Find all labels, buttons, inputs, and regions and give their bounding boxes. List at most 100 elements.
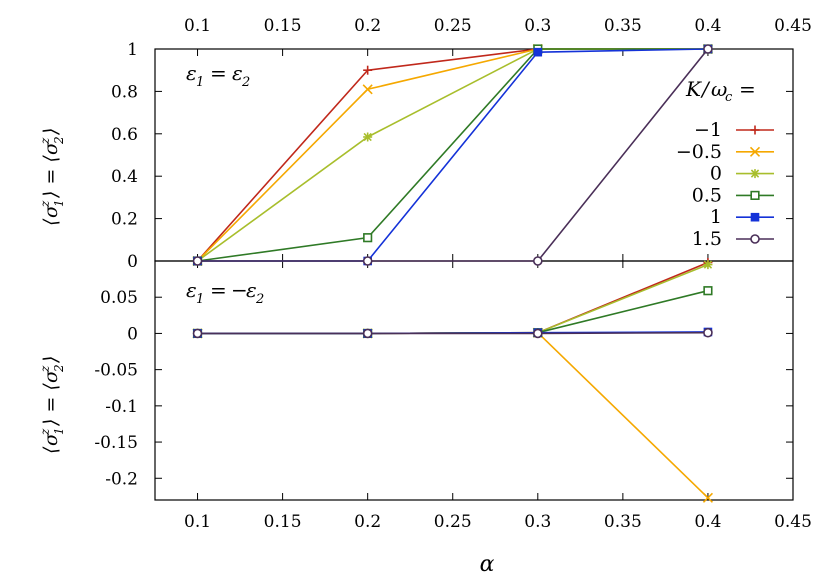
y-tick-label: 0.05 — [100, 288, 138, 308]
series-line — [197, 289, 709, 335]
series-top-1 — [192, 43, 713, 267]
tick-labels: 0.1 0.1 0.15 0.15 0.2 0.2 0.25 0.25 0.3 0.3 0.35 0.… — [94, 16, 812, 532]
annotation-top-panel: ε 1 = ε 2 — [186, 61, 250, 90]
x-tick-label-top: 0.35 — [604, 16, 642, 36]
x-tick-label-top: 0.45 — [774, 16, 812, 36]
svg-text:−: − — [231, 278, 248, 302]
series-top-5 — [192, 44, 713, 266]
svg-text:ε: ε — [186, 278, 197, 302]
y-tick-label: -0.05 — [94, 361, 138, 381]
marker-open-square — [750, 190, 760, 201]
series-top-3 — [192, 44, 713, 266]
x-tick-label-top: 0.25 — [434, 16, 472, 36]
series-line — [197, 48, 709, 262]
marker-filled-square — [533, 47, 543, 57]
series-bottom-2 — [193, 260, 713, 338]
svg-text:⟩ = ⟨: ⟩ = ⟨ — [40, 383, 62, 427]
series-line — [197, 263, 709, 335]
y-tick-label: 0 — [127, 252, 138, 272]
series-line — [197, 331, 708, 335]
series-top-0 — [193, 44, 713, 266]
svg-text:⟨: ⟨ — [40, 218, 62, 226]
x-tick-label-bottom: 0.35 — [604, 512, 642, 532]
series-line — [197, 48, 708, 262]
svg-text:/: / — [700, 77, 711, 101]
x-tick-label-bottom: 0.4 — [694, 512, 721, 532]
svg-text:z: z — [38, 137, 52, 145]
x-tick-label-top: 0.4 — [694, 16, 721, 36]
xlabel: α — [480, 552, 495, 577]
legend-entries: −1−0.500.511.5 — [676, 119, 774, 250]
svg-text:ε: ε — [186, 61, 197, 85]
x-tick-label-bottom: 0.25 — [434, 512, 472, 532]
svg-text:⟩: ⟩ — [40, 356, 62, 364]
svg-text:c: c — [725, 90, 733, 105]
marker-open-circle — [192, 328, 203, 339]
svg-text:ε: ε — [232, 61, 243, 85]
series-bottom-1 — [192, 327, 713, 503]
svg-text:σ: σ — [40, 204, 62, 218]
marker-open-circle — [750, 234, 760, 244]
y-tick-label: 0.2 — [111, 210, 138, 230]
series-line — [197, 331, 709, 499]
svg-text:ω: ω — [711, 77, 727, 101]
svg-text:=: = — [739, 77, 756, 101]
y-tick-label: 1 — [127, 40, 138, 60]
marker-star — [750, 169, 760, 178]
x-tick-label-top: 0.2 — [354, 16, 381, 36]
series-layer — [192, 43, 713, 503]
legend-label: 0.5 — [692, 184, 722, 206]
svg-text:=: = — [210, 278, 227, 302]
x-tick-label-top: 0.1 — [184, 16, 211, 36]
x-tick-label-top: 0.3 — [524, 16, 551, 36]
svg-text:z: z — [38, 428, 52, 436]
svg-text:ε: ε — [246, 278, 257, 302]
y-tick-label: -0.1 — [105, 397, 138, 417]
svg-text:2: 2 — [255, 292, 264, 307]
annotation-bottom-panel: ε 1 = − ε 2 — [186, 278, 264, 307]
marker-open-square — [363, 233, 373, 243]
y-tick-label: 0.4 — [111, 167, 138, 187]
legend-label: −0.5 — [676, 141, 722, 163]
svg-text:z: z — [38, 200, 52, 208]
marker-open-circle — [532, 328, 543, 339]
y-tick-label: 0 — [127, 324, 138, 344]
x-tick-label-top: 0.15 — [264, 16, 302, 36]
svg-text:=: = — [210, 61, 227, 85]
marker-open-square — [703, 286, 713, 296]
series-bottom-5 — [192, 327, 713, 339]
plot-frames — [154, 48, 794, 501]
series-bottom-0 — [193, 257, 713, 338]
marker-cross — [702, 492, 713, 503]
y-tick-label: -0.15 — [94, 433, 138, 453]
x-tick-label-bottom: 0.15 — [264, 512, 302, 532]
y-tick-label: -0.2 — [105, 469, 138, 489]
marker-cross — [362, 84, 373, 95]
x-tick-label-bottom: 0.45 — [774, 512, 812, 532]
legend: K / ω c = −1−0.500.511.5 — [676, 77, 774, 250]
svg-text:2: 2 — [52, 136, 66, 145]
svg-text:2: 2 — [241, 75, 250, 90]
svg-text:⟩ = ⟨: ⟩ = ⟨ — [40, 155, 62, 199]
svg-text:σ: σ — [40, 432, 62, 446]
x-tick-label-bottom: 0.3 — [524, 512, 551, 532]
series-line — [197, 261, 709, 335]
y-tick-label: 0.8 — [111, 82, 138, 102]
x-tick-label-bottom: 0.1 — [184, 512, 211, 532]
ylabel-top-panel: ⟨ σ z 1 ⟩ = ⟨ σ z 2 ⟩ — [38, 128, 66, 226]
marker-filled-square — [750, 212, 760, 222]
series-line — [196, 48, 708, 262]
x-tick-label-bottom: 0.2 — [354, 512, 381, 532]
svg-text:z: z — [38, 365, 52, 373]
marker-star — [703, 260, 713, 269]
svg-text:2: 2 — [52, 364, 66, 373]
series-line — [197, 48, 708, 262]
marker-open-circle — [192, 256, 203, 266]
legend-label: 1.5 — [692, 228, 722, 250]
legend-label: −1 — [694, 119, 722, 141]
marker-open-circle — [362, 328, 373, 339]
svg-text:⟨: ⟨ — [40, 446, 62, 454]
axis-ticks — [155, 48, 794, 500]
series-top-4 — [193, 44, 713, 266]
